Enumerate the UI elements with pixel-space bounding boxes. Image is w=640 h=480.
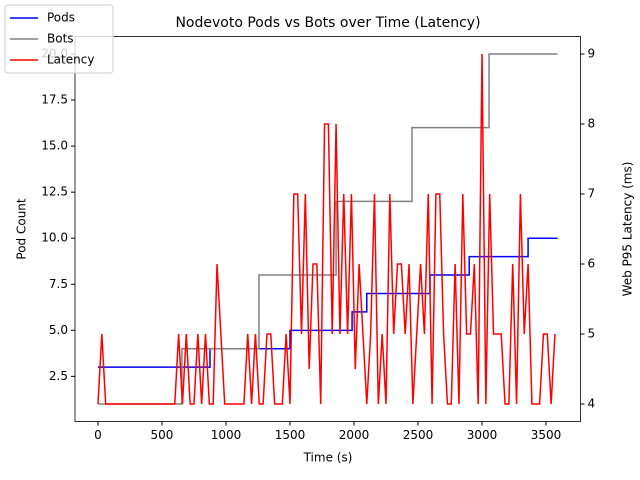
y-tick-label: 12.5: [41, 185, 68, 199]
y2-tick-label: 7: [588, 187, 596, 201]
plot-frame: [74, 36, 581, 422]
x-tick-label: 3000: [467, 428, 498, 442]
y2-tick-label: 6: [588, 257, 596, 271]
legend-box: [4, 4, 114, 74]
x-tick-label: 2500: [403, 428, 434, 442]
x-tick-label: 0: [94, 428, 102, 442]
x-tick-label: 1500: [275, 428, 306, 442]
y2-tick-label: 5: [588, 327, 596, 341]
x-tick-label: 1000: [211, 428, 242, 442]
y2-tick-label: 4: [588, 397, 596, 411]
y2-axis-label: Web P95 Latency (ms): [621, 162, 635, 297]
x-tick-label: 2000: [339, 428, 370, 442]
legend-label: Latency: [47, 53, 94, 67]
y-axis-label: Pod Count: [15, 198, 29, 260]
y2-tick-label: 9: [588, 47, 596, 61]
x-tick-label: 3500: [531, 428, 562, 442]
line-series: [97, 53, 556, 405]
legend-label: Pods: [47, 11, 75, 25]
x-tick-label: 500: [151, 428, 174, 442]
y-tick-label: 7.5: [49, 277, 68, 291]
legend-label: Bots: [47, 32, 74, 46]
line-series: [97, 53, 558, 405]
y-tick-label: 15.0: [41, 139, 68, 153]
chart-title: Nodevoto Pods vs Bots over Time (Latency…: [175, 15, 480, 31]
y-tick-label: 5.0: [49, 323, 68, 337]
x-axis-label: Time (s): [303, 451, 353, 465]
y-tick-label: 2.5: [49, 369, 68, 383]
y2-tick-label: 8: [588, 117, 596, 131]
y-tick-label: 10.0: [41, 231, 68, 245]
y-tick-label: 17.5: [41, 93, 68, 107]
